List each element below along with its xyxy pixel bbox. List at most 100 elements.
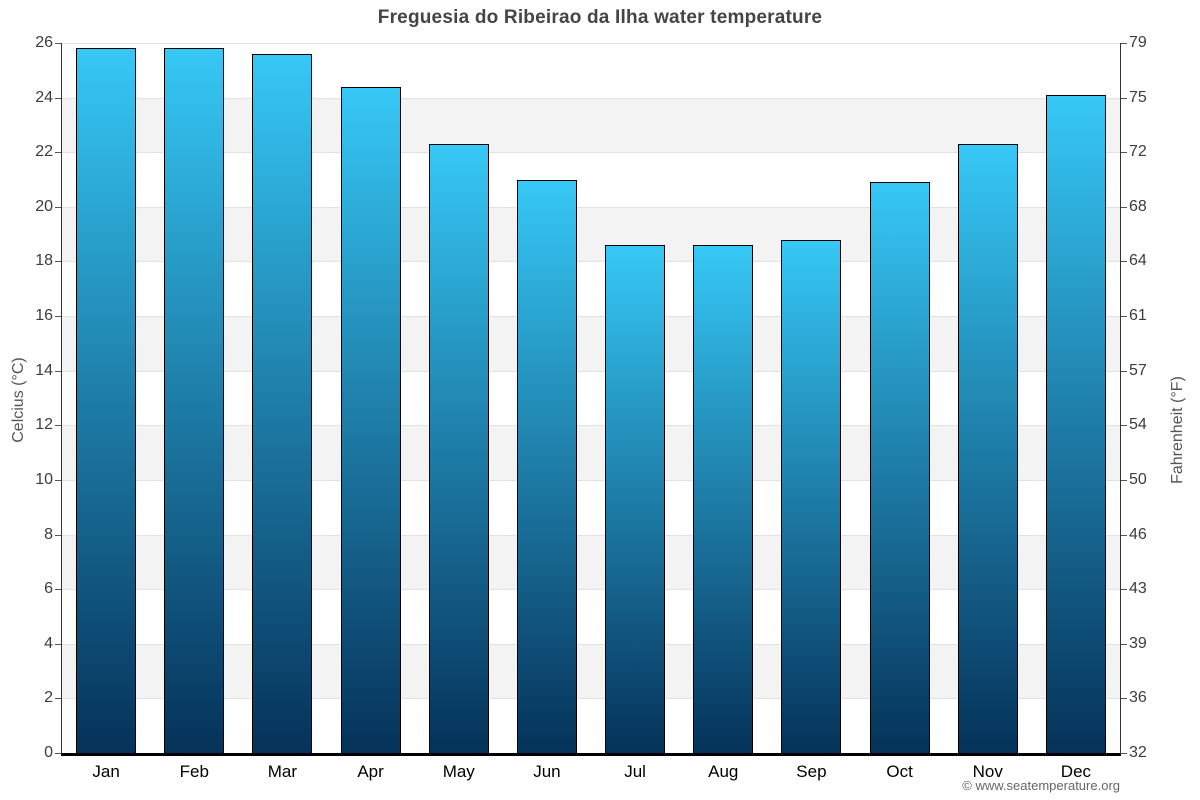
fahrenheit-tick-mark [1121, 152, 1127, 154]
gridline [62, 534, 1120, 536]
celsius-tick-label: 8 [44, 525, 53, 543]
month-label: Oct [886, 762, 913, 781]
fahrenheit-tick-label: 68 [1129, 197, 1147, 215]
celsius-tick-mark [55, 206, 61, 208]
celsius-tick-label: 26 [35, 34, 53, 51]
month-label: Jun [533, 762, 561, 781]
month-label: Jan [92, 762, 120, 781]
celsius-tick-label: 10 [35, 470, 53, 488]
fahrenheit-tick-mark [1121, 534, 1127, 536]
bar-sep [781, 239, 842, 753]
celsius-tick-label: 0 [44, 744, 53, 761]
fahrenheit-tick-mark [1121, 261, 1127, 263]
background-band [62, 206, 1120, 262]
background-band [62, 425, 1120, 480]
fahrenheit-tick-label: 64 [1129, 252, 1147, 270]
chart-title: Freguesia do Ribeirao da Ilha water temp… [377, 7, 823, 28]
celsius-tick-label: 12 [35, 416, 53, 434]
celsius-tick-label: 18 [35, 252, 53, 270]
background-band [62, 643, 1120, 699]
fahrenheit-tick-mark [1121, 97, 1127, 99]
gridline [62, 97, 1120, 99]
background-band [62, 316, 1120, 371]
gridline [62, 316, 1120, 318]
month-label: Sep [796, 762, 827, 781]
celsius-tick-mark [55, 479, 61, 481]
fahrenheit-tick-label: 61 [1129, 307, 1147, 325]
fahrenheit-tick-label: 50 [1129, 470, 1147, 488]
fahrenheit-axis-title: Fahrenheit (°F) [1169, 376, 1186, 484]
celsius-tick-label: 20 [35, 197, 53, 215]
gridline [62, 43, 1120, 44]
gridline [62, 479, 1120, 481]
month-label: Nov [972, 762, 1003, 781]
month-label: Aug [708, 762, 739, 781]
fahrenheit-tick-label: 43 [1129, 580, 1147, 598]
celsius-tick-label: 22 [35, 143, 53, 161]
copyright-credit: © www.seatemperature.org [962, 778, 1120, 793]
gridline [62, 589, 1120, 591]
bar-jul [605, 245, 666, 753]
fahrenheit-tick-label: 39 [1129, 634, 1147, 652]
background-band [62, 534, 1120, 590]
fahrenheit-tick-mark [1121, 589, 1127, 591]
month-label: Apr [357, 762, 384, 781]
celsius-tick-mark [55, 370, 61, 372]
celsius-tick-label: 16 [35, 307, 53, 325]
fahrenheit-tick-mark [1121, 753, 1127, 754]
fahrenheit-tick-label: 32 [1129, 744, 1147, 761]
month-label: Mar [267, 762, 298, 781]
bar-nov [957, 144, 1018, 753]
fahrenheit-tick-mark [1121, 479, 1127, 481]
gridline [62, 698, 1120, 700]
celsius-tick-mark [55, 425, 61, 427]
gridline [62, 370, 1120, 372]
celsius-tick-mark [55, 316, 61, 318]
bar-feb [164, 48, 225, 753]
celsius-tick-mark [55, 534, 61, 536]
month-label: May [442, 762, 475, 781]
fahrenheit-tick-label: 75 [1129, 88, 1147, 106]
fahrenheit-tick-mark [1121, 316, 1127, 318]
celsius-tick-mark [55, 589, 61, 591]
fahrenheit-tick-mark [1121, 698, 1127, 700]
gridline [62, 206, 1120, 208]
fahrenheit-tick-mark [1121, 643, 1127, 645]
bar-dec [1045, 94, 1106, 753]
month-label: Dec [1060, 762, 1092, 781]
fahrenheit-tick-label: 54 [1129, 416, 1147, 434]
celsius-tick-label: 2 [44, 689, 53, 707]
fahrenheit-tick-mark [1121, 206, 1127, 208]
plot-area [61, 43, 1121, 756]
celsius-tick-mark [55, 97, 61, 99]
celsius-tick-label: 4 [44, 634, 53, 652]
gridline [62, 425, 1120, 427]
month-label: Jul [624, 762, 646, 781]
celsius-tick-mark [55, 643, 61, 645]
gridline [62, 261, 1120, 263]
fahrenheit-tick-mark [1121, 425, 1127, 427]
bar-apr [340, 86, 401, 753]
celsius-tick-mark [55, 261, 61, 263]
bar-jun [516, 179, 577, 753]
month-label: Feb [179, 762, 209, 781]
background-band [62, 97, 1120, 153]
fahrenheit-tick-label: 72 [1129, 143, 1147, 161]
fahrenheit-tick-mark [1121, 43, 1127, 44]
bar-may [428, 144, 489, 753]
fahrenheit-tick-label: 57 [1129, 361, 1147, 379]
celsius-tick-mark [55, 698, 61, 700]
bar-aug [693, 245, 754, 753]
celsius-tick-label: 6 [44, 580, 53, 598]
celsius-tick-mark [55, 753, 61, 754]
fahrenheit-tick-mark [1121, 370, 1127, 372]
bar-mar [252, 53, 313, 753]
celsius-tick-label: 24 [35, 88, 53, 106]
celsius-tick-mark [55, 43, 61, 44]
bar-jan [76, 48, 137, 753]
fahrenheit-tick-label: 36 [1129, 689, 1147, 707]
bar-oct [869, 182, 930, 753]
gridline [62, 643, 1120, 645]
fahrenheit-tick-label: 79 [1129, 34, 1147, 51]
